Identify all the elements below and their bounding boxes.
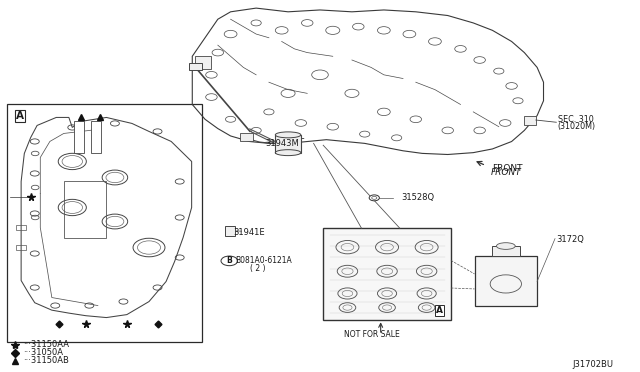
Text: 3172Q: 3172Q	[556, 235, 584, 244]
Ellipse shape	[275, 150, 301, 155]
Bar	[16, 225, 26, 231]
Bar	[323, 228, 451, 320]
Text: ( 2 ): ( 2 )	[250, 264, 265, 273]
Ellipse shape	[497, 243, 515, 249]
Text: NOT FOR SALE: NOT FOR SALE	[344, 330, 400, 339]
Text: 31941E: 31941E	[234, 228, 266, 237]
Text: B081A0-6121A: B081A0-6121A	[236, 256, 292, 265]
Circle shape	[369, 195, 380, 201]
Text: ···31150AA: ···31150AA	[23, 340, 69, 349]
Text: B: B	[227, 256, 232, 265]
Bar	[240, 133, 253, 141]
Text: SEC. 310: SEC. 310	[557, 115, 593, 124]
Ellipse shape	[275, 132, 301, 138]
Bar	[524, 116, 536, 125]
Bar	[225, 226, 235, 236]
Bar	[492, 246, 520, 256]
Circle shape	[221, 256, 237, 266]
Text: (31020M): (31020M)	[557, 122, 596, 131]
Bar	[189, 63, 202, 70]
Text: FRONT: FRONT	[491, 168, 522, 177]
Bar	[16, 244, 26, 250]
Bar	[195, 56, 211, 69]
Text: J31702BU: J31702BU	[573, 360, 614, 369]
Bar	[474, 256, 537, 307]
Bar	[275, 135, 301, 153]
Text: ···31050A: ···31050A	[23, 348, 63, 357]
Text: 31943M: 31943M	[266, 139, 300, 148]
Text: A: A	[436, 306, 443, 315]
Bar	[74, 121, 84, 154]
Text: FRONT: FRONT	[492, 164, 523, 173]
Bar	[91, 121, 101, 154]
Bar	[64, 182, 106, 237]
Bar	[7, 105, 202, 341]
Text: ···31150AB: ···31150AB	[23, 356, 69, 365]
Text: A: A	[16, 111, 24, 121]
Text: 31528Q: 31528Q	[402, 193, 435, 202]
